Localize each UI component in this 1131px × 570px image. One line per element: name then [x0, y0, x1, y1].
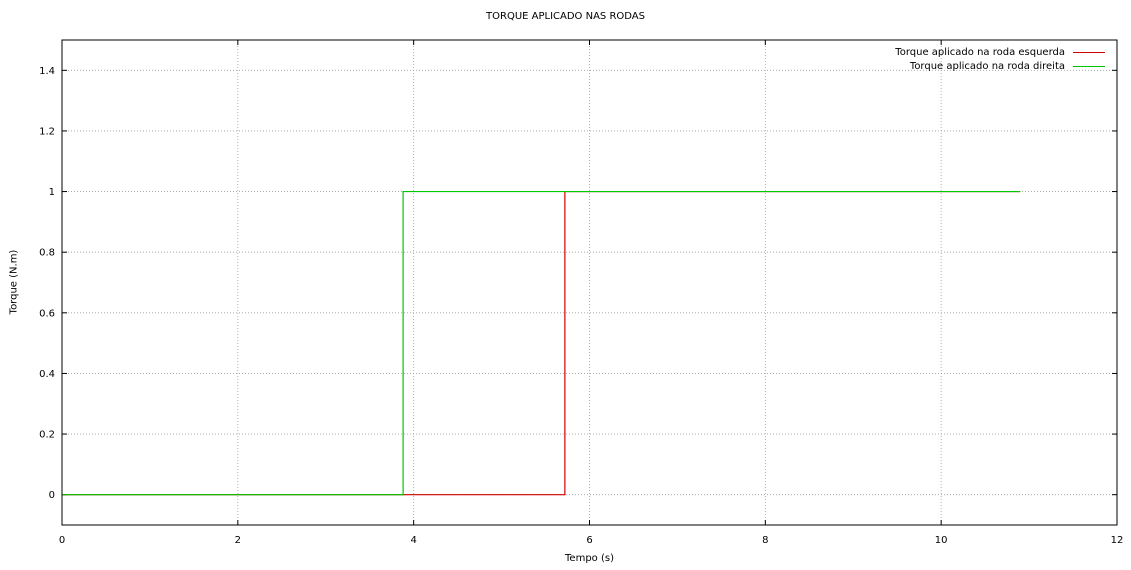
axis-ticks: 0 2 4 6 8 10 12 0 0.2 0.4 0.6 0.8 1 1.2 1.4: [39, 40, 1123, 546]
legend-entry-left-wheel: Torque aplicado na roda esquerda: [895, 45, 1105, 59]
y-tick-label: 0: [49, 490, 55, 501]
x-tick-label: 2: [235, 535, 241, 546]
y-tick-label: 1.4: [39, 66, 55, 77]
x-tick-label: 4: [410, 535, 416, 546]
legend-swatch-right-wheel: [1073, 65, 1105, 67]
y-tick-label: 0.8: [39, 248, 55, 259]
y-tick-label: 0.4: [39, 369, 55, 380]
y-tick-label: 0.6: [39, 308, 55, 319]
x-tick-label: 8: [762, 535, 768, 546]
series-line-right-wheel: [62, 190, 1021, 496]
grid: [62, 40, 1117, 525]
x-tick-label: 0: [59, 535, 65, 546]
legend-entry-right-wheel: Torque aplicado na roda direita: [895, 59, 1105, 73]
series-line-left-wheel: [62, 190, 1021, 496]
legend: Torque aplicado na roda esquerda Torque …: [895, 45, 1105, 73]
legend-label-right-wheel: Torque aplicado na roda direita: [909, 60, 1065, 72]
y-tick-label: 1: [49, 187, 55, 198]
x-tick-label: 12: [1111, 535, 1124, 546]
legend-label-left-wheel: Torque aplicado na roda esquerda: [895, 46, 1065, 58]
y-tick-label: 1.2: [39, 126, 55, 137]
series-lines: [62, 190, 1021, 496]
x-axis-label: Tempo (s): [565, 553, 614, 564]
plot-frame: [61, 39, 1118, 526]
y-tick-label: 0.2: [39, 430, 55, 441]
legend-swatch-left-wheel: [1073, 51, 1105, 53]
y-axis-label: Torque (N.m): [8, 249, 20, 315]
chart-title: TORQUE APLICADO NAS RODAS: [486, 11, 645, 22]
x-tick-label: 6: [586, 535, 592, 546]
x-tick-label: 10: [935, 535, 948, 546]
